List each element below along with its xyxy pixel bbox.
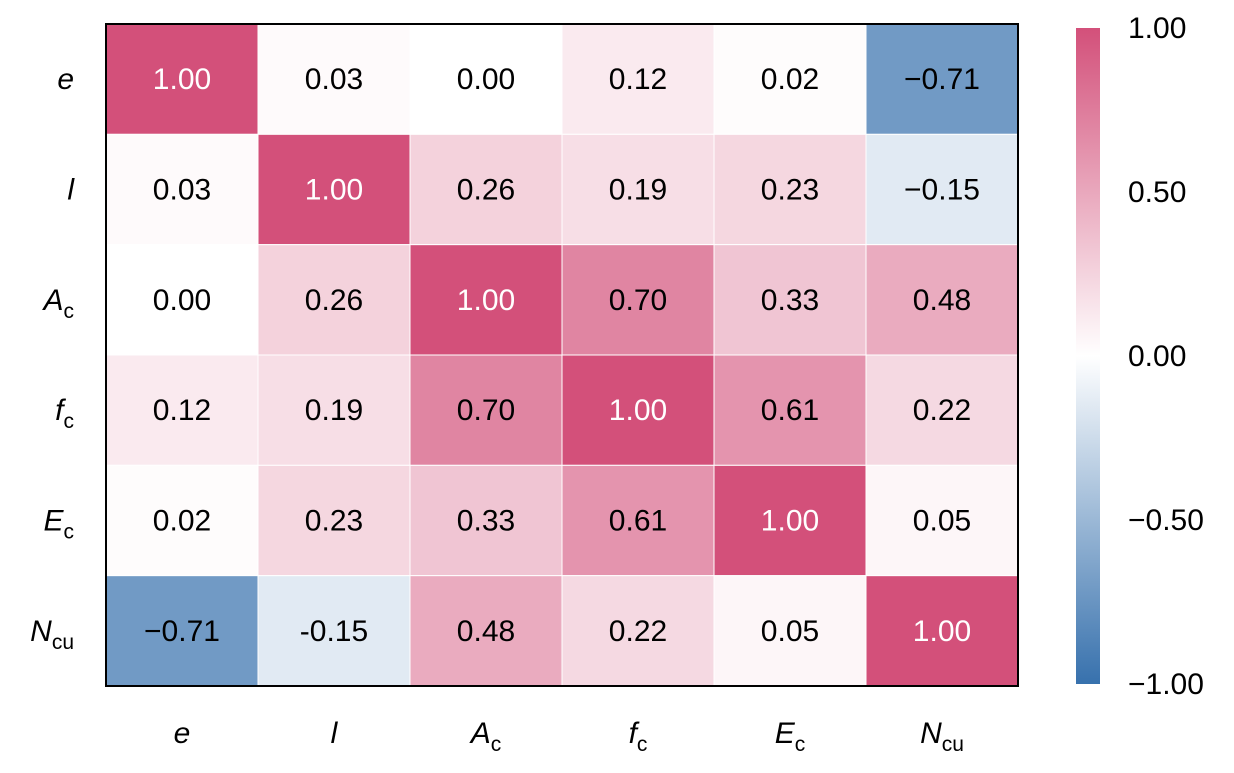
heatmap-cell [561,23,715,135]
colorbar-tick-label: 0.50 [1128,176,1186,209]
cell-value-label: 1.00 [457,284,515,317]
cell-value-label: 0.05 [761,615,819,648]
colorbar-tick-label: 1.00 [1128,12,1186,45]
cell-value-label: 0.26 [457,174,515,207]
cell-value-label: 1.00 [305,174,363,207]
cell-value-label: 0.33 [761,284,819,317]
heatmap-cell [105,354,259,466]
cell-value-label: 0.03 [153,174,211,207]
cell-value-label: 0.22 [913,394,971,427]
heatmap-cell [713,23,867,135]
cell-value-label: 0.33 [457,505,515,538]
row-label: l [67,174,75,207]
row-labels: e l Ac fc Ec Ncu [30,63,75,654]
column-label: Ac [469,717,502,756]
heatmap-cell [713,244,867,356]
heatmap-cell [713,354,867,466]
column-label: l [331,717,339,750]
cell-value-label: −0.71 [904,63,980,96]
cell-value-label: 0.22 [609,615,667,648]
row-label: fc [55,394,74,433]
colorbar-tick-label: −1.00 [1128,668,1204,701]
cell-value-label: -0.15 [300,615,368,648]
cell-value-label: 0.02 [761,63,819,96]
cell-value-label: 0.23 [305,505,363,538]
cell-value-label: −0.71 [144,615,220,648]
heatmap-cell [409,354,563,466]
cell-value-label: 1.00 [153,63,211,96]
cell-value-label: 0.03 [305,63,363,96]
cell-value-label: 0.05 [913,505,971,538]
heatmap-cell [561,133,715,246]
cell-value-label: 0.61 [609,505,667,538]
cell-value-label: 0.23 [761,174,819,207]
heatmap-cell [257,23,411,135]
colorbar-tick-label: 0.00 [1128,340,1186,373]
column-label: Ec [775,717,806,756]
cell-value-label: 0.48 [457,615,515,648]
heatmap-cell [105,23,259,135]
heatmap-cell [865,244,1019,356]
cell-value-label: 0.02 [153,505,211,538]
colorbar-tick-labels: 1.00 0.50 0.00 −0.50 −1.00 [1128,12,1204,701]
cell-value-label: 0.70 [457,394,515,427]
heatmap-cell [865,23,1019,135]
row-label: Ec [43,505,74,544]
cell-value-label: 0.00 [457,63,515,96]
colorbar-tick-label: −0.50 [1128,504,1204,537]
heatmap-cell [561,354,715,466]
cell-value-label: 0.00 [153,284,211,317]
cell-value-label: 0.12 [609,63,667,96]
colorbar [1076,28,1100,684]
heatmap-cell [409,464,563,577]
heatmap-cell [561,244,715,356]
cell-value-label: 0.48 [913,284,971,317]
heatmap-cell [865,133,1019,246]
cell-value-label: 1.00 [913,615,971,648]
heatmap-cell [865,575,1019,687]
cell-value-label: 0.70 [609,284,667,317]
column-label: fc [629,717,648,756]
heatmap-cell [257,133,411,246]
cell-value-label: 1.00 [609,394,667,427]
cell-value-label: −0.15 [904,174,980,207]
cell-value-label: 1.00 [761,505,819,538]
cell-value-label: 0.19 [305,394,363,427]
heatmap-cell [105,464,259,577]
column-label: Ncu [920,717,964,756]
heatmap-cell [713,464,867,577]
heatmap-cell [257,354,411,466]
heatmap-cell [713,575,867,687]
column-labels: e l Ac fc Ec Ncu [174,717,964,756]
heatmap-cell [105,244,259,356]
heatmap-cell [105,575,259,687]
row-label: e [57,63,74,96]
cell-value-label: 0.26 [305,284,363,317]
heatmap-cell [409,244,563,356]
heatmap-cell [561,464,715,577]
cell-value-label: 0.12 [153,394,211,427]
cell-value-label: 0.19 [609,174,667,207]
heatmap-cells: 1.00 0.03 0.00 0.12 0.02 −0.71 0.03 1.00 0.26 0.1… [105,23,1019,687]
cell-value-label: 0.61 [761,394,819,427]
heatmap-cell [257,244,411,356]
column-label: e [174,717,191,750]
row-label: Ac [41,284,74,323]
row-label: Ncu [30,615,74,654]
plot-frame [105,23,1019,687]
